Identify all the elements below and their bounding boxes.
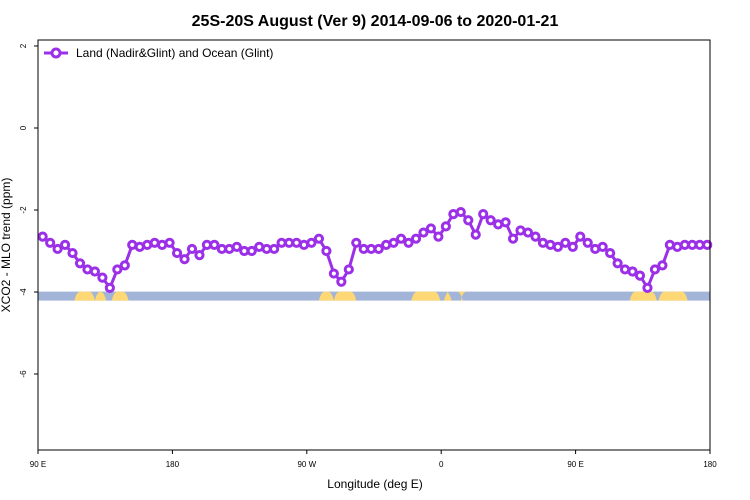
data-point	[552, 241, 563, 252]
chart-title: 25S-20S August (Ver 9) 2014-09-06 to 202…	[192, 13, 559, 30]
data-point	[67, 247, 78, 259]
data-point	[52, 243, 63, 255]
legend-marker-swatch	[50, 47, 62, 59]
y-tick-label: 2	[19, 43, 28, 48]
data-point	[634, 270, 646, 281]
series-layer	[37, 206, 713, 293]
x-tick-label: 0	[439, 460, 444, 469]
data-point	[418, 227, 429, 238]
data-point	[702, 239, 713, 250]
data-point	[209, 239, 220, 250]
y-tick-label: -2	[19, 206, 28, 214]
data-point	[321, 245, 332, 257]
data-point	[306, 237, 317, 248]
data-point	[657, 260, 668, 271]
land-segment	[444, 291, 452, 301]
data-point	[171, 247, 183, 259]
x-axis: 90 E 180 90 W 0 90 E 180	[30, 450, 717, 469]
data-point	[403, 237, 414, 248]
data-point	[507, 233, 519, 244]
y-tick-label: 0	[19, 125, 28, 130]
y-axis-label: XCO2 - MLO trend (ppm)	[0, 178, 13, 313]
land-segment	[629, 291, 657, 301]
data-point	[59, 239, 71, 250]
land-segment	[111, 291, 129, 301]
x-axis-label: Longitude (deg E)	[327, 477, 422, 491]
land-segment	[658, 291, 688, 301]
data-point	[45, 237, 56, 248]
geo-bar	[38, 291, 710, 301]
data-point	[470, 229, 481, 240]
data-point	[104, 282, 115, 293]
data-point	[500, 217, 511, 228]
land-segment	[333, 291, 357, 301]
x-tick-label: 180	[166, 460, 180, 469]
data-point	[649, 264, 661, 275]
y-tick-label: -4	[19, 288, 28, 296]
data-point	[179, 254, 190, 265]
data-point	[328, 268, 339, 279]
x-tick-label: 180	[703, 460, 717, 469]
data-point	[194, 250, 205, 261]
data-point	[373, 243, 384, 255]
data-point	[351, 237, 362, 248]
data-point	[395, 233, 407, 244]
data-point	[642, 282, 653, 293]
data-point	[74, 258, 86, 269]
y-axis: 2 0 -2 -4 -6	[19, 43, 38, 378]
data-point	[269, 243, 280, 255]
legend: Land (Nadir&Glint) and Ocean (Glint)	[44, 46, 273, 60]
data-point	[627, 266, 638, 277]
x-tick-label: 90 E	[30, 460, 46, 469]
x-tick-label: 90 E	[567, 460, 583, 469]
data-point	[119, 260, 130, 271]
land-segment	[318, 291, 334, 301]
data-point	[246, 245, 257, 257]
data-point	[433, 231, 444, 242]
data-point	[37, 231, 48, 242]
legend-label: Land (Nadir&Glint) and Ocean (Glint)	[76, 46, 273, 60]
land-segment	[411, 291, 441, 301]
data-point	[112, 264, 123, 275]
data-point	[313, 233, 325, 244]
data-point	[560, 237, 571, 248]
data-point	[605, 247, 616, 259]
data-point	[530, 231, 541, 242]
x-tick-label: 90 W	[297, 460, 316, 469]
data-point	[336, 276, 347, 287]
data-point	[575, 231, 586, 242]
data-point	[425, 223, 437, 234]
data-point	[485, 215, 496, 226]
data-point	[231, 241, 242, 252]
data-point	[89, 266, 101, 277]
land-segment	[74, 291, 95, 301]
data-point	[582, 237, 593, 248]
data-point	[567, 241, 578, 252]
plot-frame	[37, 39, 711, 451]
data-point	[164, 237, 175, 248]
data-point	[186, 243, 198, 255]
data-point	[597, 241, 608, 252]
data-point	[612, 258, 623, 269]
land-segment	[94, 291, 107, 301]
data-point	[97, 272, 108, 283]
data-point	[522, 227, 534, 238]
data-point	[343, 264, 354, 275]
data-point	[478, 209, 489, 220]
data-point	[440, 221, 451, 232]
data-point	[388, 237, 399, 248]
y-tick-label: -6	[19, 370, 28, 378]
data-point	[463, 215, 474, 226]
data-point	[455, 206, 466, 218]
data-point	[410, 233, 422, 244]
ocean-band	[38, 291, 710, 301]
land-segment	[456, 291, 467, 301]
